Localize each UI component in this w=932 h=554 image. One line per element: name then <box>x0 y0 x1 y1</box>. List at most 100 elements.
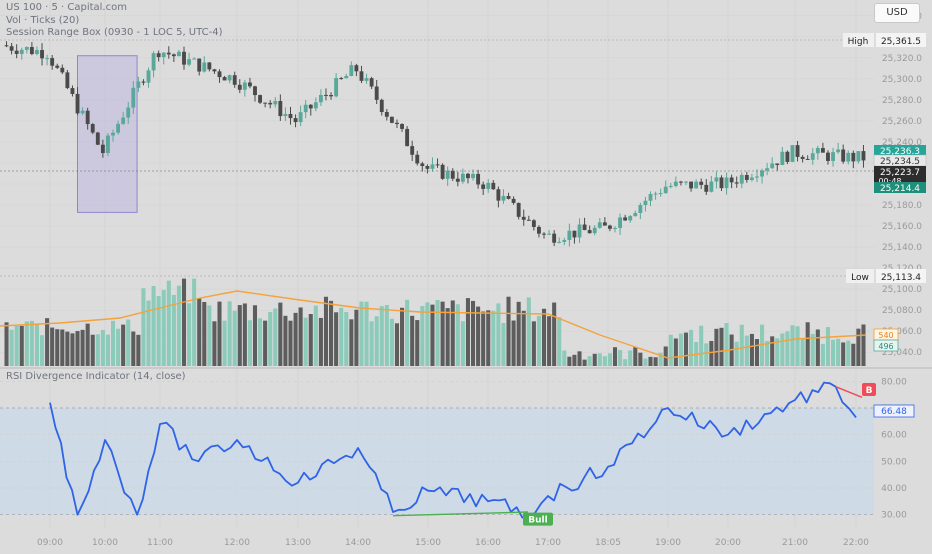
volume-bar <box>14 325 19 366</box>
volume-bar <box>734 341 739 366</box>
rsi-value-tag: 66.48 <box>873 404 915 418</box>
price-tick-2: 25,320.0 <box>882 54 922 64</box>
candle <box>247 77 252 89</box>
volume-bar <box>476 306 481 366</box>
candle <box>826 150 830 165</box>
rsi-legend[interactable]: RSI Divergence Indicator (14, close) <box>6 371 186 382</box>
candle <box>116 120 121 135</box>
candle <box>572 230 577 244</box>
volume-bar <box>709 340 714 366</box>
volume-bar <box>232 310 237 366</box>
rsi-tick-2: 60.00 <box>881 431 907 441</box>
time-tick-6: 15:00 <box>415 538 441 548</box>
tag-green-top: 25,236.3 <box>880 147 920 157</box>
candle <box>19 47 24 60</box>
candle <box>278 94 283 121</box>
candle <box>100 139 105 158</box>
volume-bar <box>496 303 501 366</box>
candle <box>146 67 151 88</box>
time-axis[interactable]: 09:00 10:00 11:00 12:00 13:00 14:00 15:00 16:00… <box>37 538 869 548</box>
candle <box>673 176 678 188</box>
rsi-tick-3: 50.00 <box>881 457 907 467</box>
candle <box>516 202 521 220</box>
volume-bar <box>110 320 116 366</box>
candle <box>263 102 268 108</box>
candle <box>339 76 344 80</box>
tag-last-price: 25,223.7 <box>880 168 920 178</box>
candle <box>14 44 19 59</box>
volume-bar <box>597 353 602 366</box>
volume-bar <box>815 329 820 366</box>
symbol-title[interactable]: US 100 · 5 · Capital.com <box>6 2 127 13</box>
volume-bar <box>283 315 288 366</box>
volume-bar <box>506 296 511 366</box>
candle <box>90 123 95 135</box>
candle <box>400 123 404 132</box>
volume-bar <box>567 356 572 366</box>
volume-bar <box>820 343 825 366</box>
volume-bar <box>9 329 14 366</box>
volume-bar <box>724 323 729 366</box>
candle <box>192 57 197 60</box>
volume-bar <box>836 338 841 366</box>
candle <box>207 62 212 72</box>
volume-bar <box>339 307 344 366</box>
candle <box>126 101 131 124</box>
candle <box>471 169 475 181</box>
volume-bar <box>683 332 689 366</box>
candle <box>410 140 415 162</box>
candle <box>496 186 501 208</box>
candle <box>734 176 739 188</box>
volume-bar <box>151 286 156 366</box>
volume-bar <box>658 352 663 366</box>
volume-bar <box>394 323 400 366</box>
volume-ma-line <box>0 290 867 359</box>
volume-bar <box>181 278 187 366</box>
candle <box>542 232 546 239</box>
volume-legend[interactable]: Vol · Ticks (20) <box>6 14 80 26</box>
candle <box>55 63 60 70</box>
volume-bar <box>511 320 516 366</box>
candle <box>60 64 65 75</box>
candle <box>420 161 425 172</box>
volume-bar <box>374 316 379 366</box>
candle <box>608 224 612 232</box>
volume-bar <box>841 342 846 366</box>
volume-bar <box>714 328 719 366</box>
candle <box>481 181 486 196</box>
candle <box>364 73 369 84</box>
candle <box>166 46 171 59</box>
candle <box>29 42 34 56</box>
candle <box>552 230 557 247</box>
candle <box>4 41 9 48</box>
candle <box>785 150 790 165</box>
session-box-legend[interactable]: Session Range Box (0930 - 1 LOC 5, UTC-4… <box>6 27 223 38</box>
candle <box>359 65 364 84</box>
volume-bar <box>45 318 50 366</box>
candle <box>425 164 430 174</box>
volume-bar <box>704 343 709 366</box>
volume-bar <box>222 320 227 366</box>
volume-bar <box>126 319 131 366</box>
volume-bar <box>678 333 683 366</box>
volume-bar <box>100 330 105 366</box>
candle <box>95 131 100 146</box>
volume-bar <box>410 315 415 366</box>
price-tick-5: 25,260.0 <box>882 117 922 127</box>
volume-bar <box>800 338 805 366</box>
volume-bar <box>369 321 374 366</box>
candle <box>491 180 496 190</box>
volume-bar <box>770 336 775 366</box>
volume-bar <box>156 296 161 366</box>
candle <box>171 53 176 62</box>
candle <box>450 168 455 182</box>
candle <box>288 106 293 125</box>
candle <box>760 168 764 184</box>
volume-bar <box>719 327 724 366</box>
time-tick-1: 10:00 <box>92 538 118 548</box>
currency-button[interactable]: USD <box>874 3 920 23</box>
bull-divergence-line <box>392 511 529 517</box>
volume-bar <box>592 353 597 366</box>
